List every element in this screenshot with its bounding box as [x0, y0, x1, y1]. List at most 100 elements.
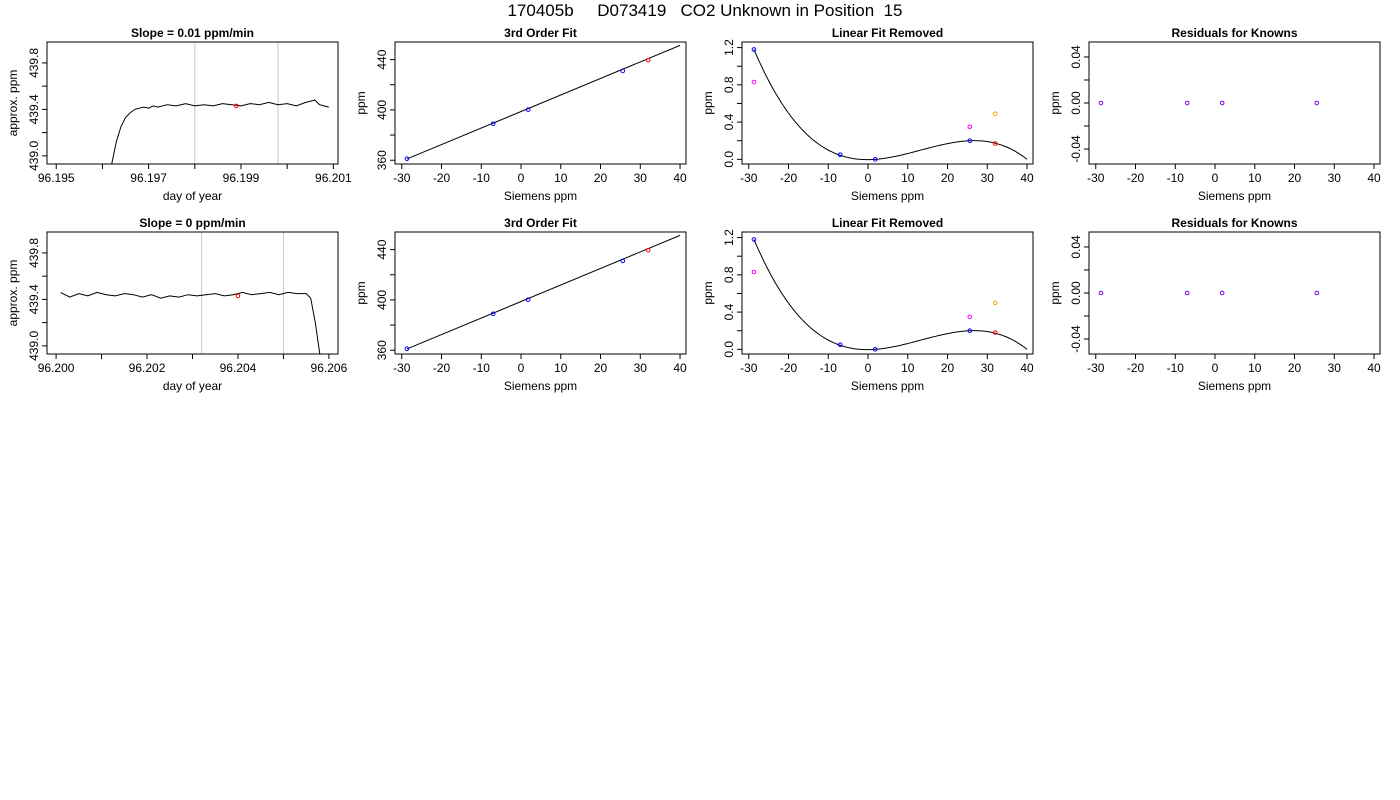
x-tick-label: 96.202: [129, 361, 166, 375]
data-point: [645, 247, 651, 253]
chart-panel-row2-col4: Residuals for Knowns -30 -20 -10 0 10 20 30 40 -0…: [1048, 216, 1381, 393]
x-tick-label: 0: [518, 361, 525, 375]
plot-frame: [46, 231, 339, 355]
chart-title: Linear Fit Removed: [832, 26, 943, 40]
x-tick-label: -20: [780, 171, 798, 185]
y-tick-label: 439.4: [27, 284, 41, 314]
x-tick-label: 0: [518, 171, 525, 185]
data-point: [1219, 290, 1225, 296]
x-tick-label: -20: [433, 171, 451, 185]
data-point: [992, 300, 998, 306]
x-axis-label: Siemens ppm: [1198, 189, 1271, 203]
chart-panel-row1-col1: Slope = 0.01 ppm/min 96.195 96.197 96.199 96…: [6, 26, 352, 203]
chart-title: 3rd Order Fit: [504, 26, 577, 40]
x-tick-label: 40: [1367, 361, 1381, 375]
x-tick-label: 20: [1288, 171, 1302, 185]
x-tick-label: 40: [1020, 171, 1034, 185]
plot-area: [751, 237, 1028, 352]
plot-area: [1098, 100, 1320, 106]
x-tick-label: 30: [634, 171, 648, 185]
x-tick-label: 0: [865, 361, 872, 375]
data-point: [1098, 290, 1104, 296]
y-tick-label: 0.4: [722, 303, 736, 320]
data-point: [645, 57, 651, 63]
x-tick-label: 10: [901, 361, 915, 375]
x-tick-label: -10: [820, 361, 838, 375]
data-point: [490, 311, 496, 317]
data-point: [751, 269, 757, 275]
x-tick-label: 20: [594, 171, 608, 185]
data-point: [1184, 100, 1190, 106]
data-point: [872, 157, 878, 162]
x-tick-label: 96.199: [223, 171, 260, 185]
x-tick-label: 30: [634, 361, 648, 375]
plot-frame: [394, 41, 687, 165]
x-tick-label: 40: [1367, 171, 1381, 185]
chart-panel-row2-col1: Slope = 0 ppm/min 96.200 96.202 96.204 96.20…: [6, 216, 348, 393]
x-tick-label: -30: [393, 171, 411, 185]
chart-panel-row2-col3: Linear Fit Removed -30 -20 -10 0 10 20 30 40 0.0 0…: [701, 216, 1034, 393]
y-tick-label: 0.8: [722, 266, 736, 283]
page-title: 170405b D073419 CO2 Unknown in Position …: [507, 1, 903, 20]
y-axis-label: approx. ppm: [6, 70, 20, 137]
marker-point: [235, 293, 241, 299]
chart-title: Slope = 0.01 ppm/min: [131, 26, 254, 40]
y-axis-label: approx. ppm: [6, 260, 20, 327]
y-tick-label: -0.04: [1069, 135, 1083, 163]
x-tick-label: 20: [594, 361, 608, 375]
data-point: [992, 111, 998, 117]
data-point: [525, 297, 531, 302]
data-point: [967, 328, 973, 334]
data-point: [525, 107, 531, 112]
x-tick-label: -30: [740, 361, 758, 375]
data-point: [837, 342, 843, 347]
x-tick-label: 40: [673, 171, 687, 185]
fit-curve: [753, 239, 1028, 351]
x-tick-label: -10: [473, 361, 491, 375]
data-point: [967, 124, 973, 130]
data-point: [404, 346, 410, 352]
x-tick-label: -10: [820, 171, 838, 185]
x-tick-label: 40: [1020, 361, 1034, 375]
x-tick-label: -30: [1087, 171, 1105, 185]
plot-frame: [1088, 231, 1381, 355]
x-tick-label: 0: [1212, 171, 1219, 185]
data-point: [751, 79, 757, 85]
y-tick-label: 439.8: [27, 48, 41, 78]
chart-panel-row2-col2: 3rd Order Fit -30 -20 -10 0 10 20 30 40 360 400 440…: [354, 216, 687, 393]
x-tick-label: 10: [554, 171, 568, 185]
chart-title: Residuals for Knowns: [1171, 26, 1297, 40]
data-point: [1098, 100, 1104, 106]
x-tick-label: 96.200: [38, 361, 75, 375]
plot-area: [404, 234, 681, 352]
x-tick-label: 0: [865, 171, 872, 185]
plot-area: [1098, 290, 1320, 296]
y-tick-label: 1.2: [722, 229, 736, 246]
x-axis-label: Siemens ppm: [504, 379, 577, 393]
y-tick-label: 439.4: [27, 94, 41, 124]
chart-title: Slope = 0 ppm/min: [139, 216, 245, 230]
x-tick-label: 10: [1248, 361, 1262, 375]
x-tick-label: 30: [981, 361, 995, 375]
x-tick-label: 20: [1288, 361, 1302, 375]
data-point: [872, 347, 878, 352]
x-tick-label: -20: [433, 361, 451, 375]
plot-area: [751, 47, 1028, 162]
marker-point: [234, 103, 239, 109]
data-point: [992, 330, 998, 335]
x-tick-label: 30: [981, 171, 995, 185]
x-tick-label: 10: [554, 361, 568, 375]
plot-frame: [394, 231, 687, 355]
x-tick-label: -20: [1127, 361, 1145, 375]
plot-area: [111, 99, 329, 164]
x-tick-label: 10: [901, 171, 915, 185]
x-tick-label: 0: [1212, 361, 1219, 375]
y-tick-label: 0.04: [1069, 235, 1083, 259]
x-axis-label: Siemens ppm: [1198, 379, 1271, 393]
y-tick-label: 0.00: [1069, 91, 1083, 115]
data-point: [1184, 290, 1190, 296]
y-tick-label: 439.8: [27, 238, 41, 268]
series-line: [60, 291, 321, 354]
y-axis-label: ppm: [1048, 91, 1062, 114]
plot-frame: [1088, 41, 1381, 165]
